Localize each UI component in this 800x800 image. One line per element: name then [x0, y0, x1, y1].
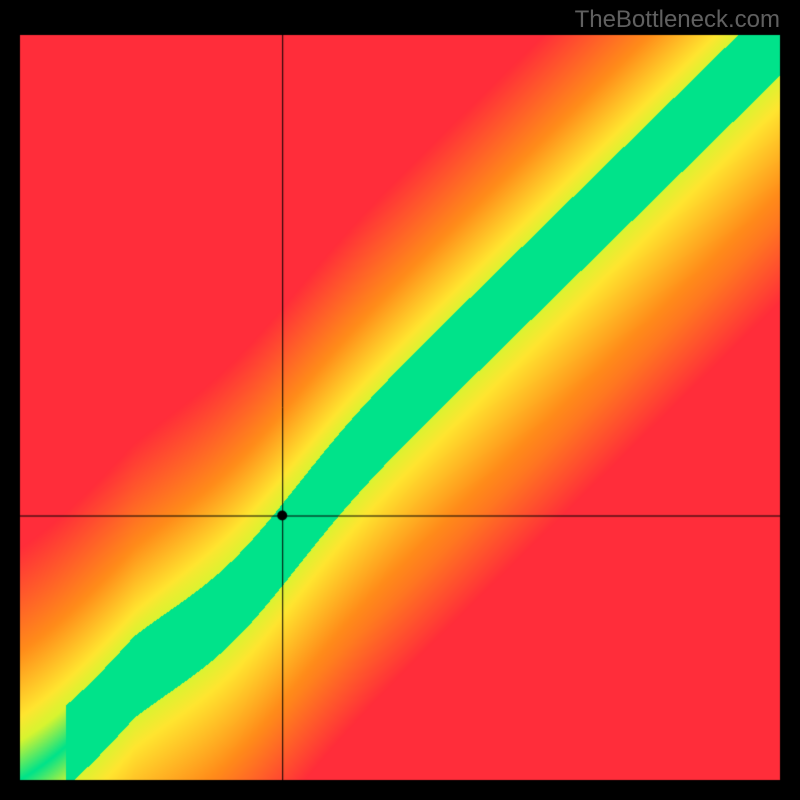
watermark-text: TheBottleneck.com — [575, 6, 780, 34]
chart-container: TheBottleneck.com — [0, 0, 800, 800]
bottleneck-heatmap — [0, 0, 800, 800]
